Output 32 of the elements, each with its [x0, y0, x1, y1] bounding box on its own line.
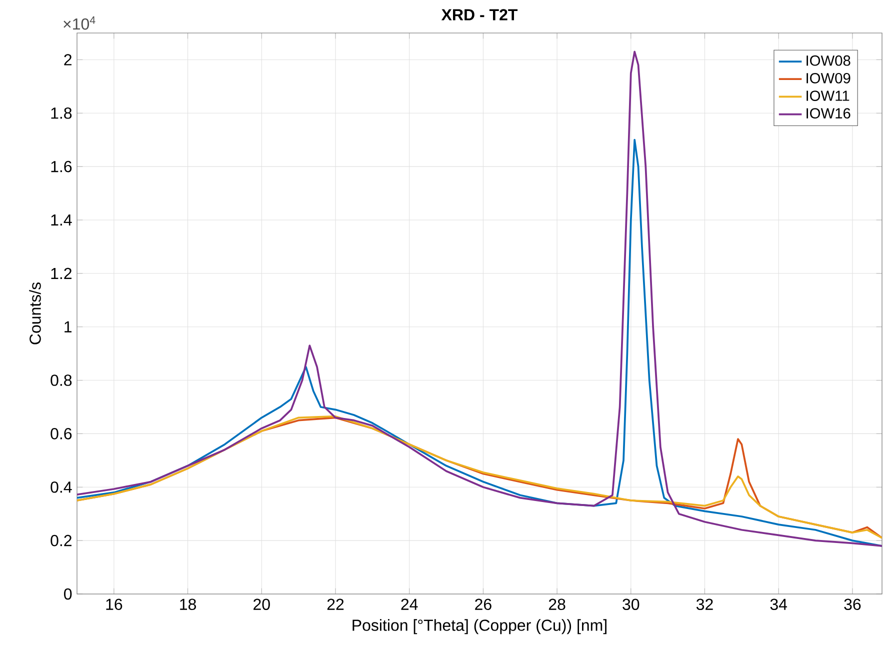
legend-label: IOW09 — [806, 73, 850, 84]
y-tick-label: 2 — [64, 54, 72, 66]
x-tick-label: 16 — [106, 598, 122, 610]
x-tick-label: 30 — [622, 598, 640, 610]
line-series — [77, 50, 882, 547]
text: ×10$^{4}$ — [64, 16, 96, 30]
y-tick-label: 1.6 — [51, 160, 72, 172]
y-tick-label: 0.6 — [50, 428, 72, 440]
x-tick-label: 20 — [254, 598, 270, 610]
y-tick-label: 1 — [64, 321, 72, 332]
y-tick-label: 1.2 — [51, 268, 72, 280]
x-tick-label: 24 — [401, 598, 418, 610]
legend-label: IOW08 — [806, 55, 850, 66]
x-tick-label: 26 — [475, 598, 492, 610]
x-tick-label: 22 — [327, 598, 344, 610]
x-tick-label: 34 — [770, 598, 788, 610]
x-tick-label: 18 — [180, 598, 196, 610]
x-axis-title: Position [°Theta] (Copper (Cu)) [nm] — [352, 619, 606, 634]
legend-label: IOW16 — [806, 108, 850, 119]
y-tick-label: 0 — [64, 588, 72, 600]
y-tick-label: 0.2 — [50, 534, 72, 546]
legend-label: IOW11 — [806, 90, 850, 101]
chart-title: XRD - T2T — [441, 9, 518, 20]
y-tick-label: 1.4 — [51, 214, 72, 226]
y-axis-title: Counts/s — [29, 282, 41, 344]
x-tick-label: 28 — [548, 598, 566, 610]
y-tick-label: 1.8 — [51, 107, 72, 119]
y-tick-label: 0.8 — [50, 374, 72, 386]
line-series — [77, 138, 882, 547]
x-tick-label: 32 — [696, 598, 713, 610]
x-tick-label: 36 — [844, 598, 861, 610]
y-tick-label: 0.4 — [50, 481, 72, 493]
